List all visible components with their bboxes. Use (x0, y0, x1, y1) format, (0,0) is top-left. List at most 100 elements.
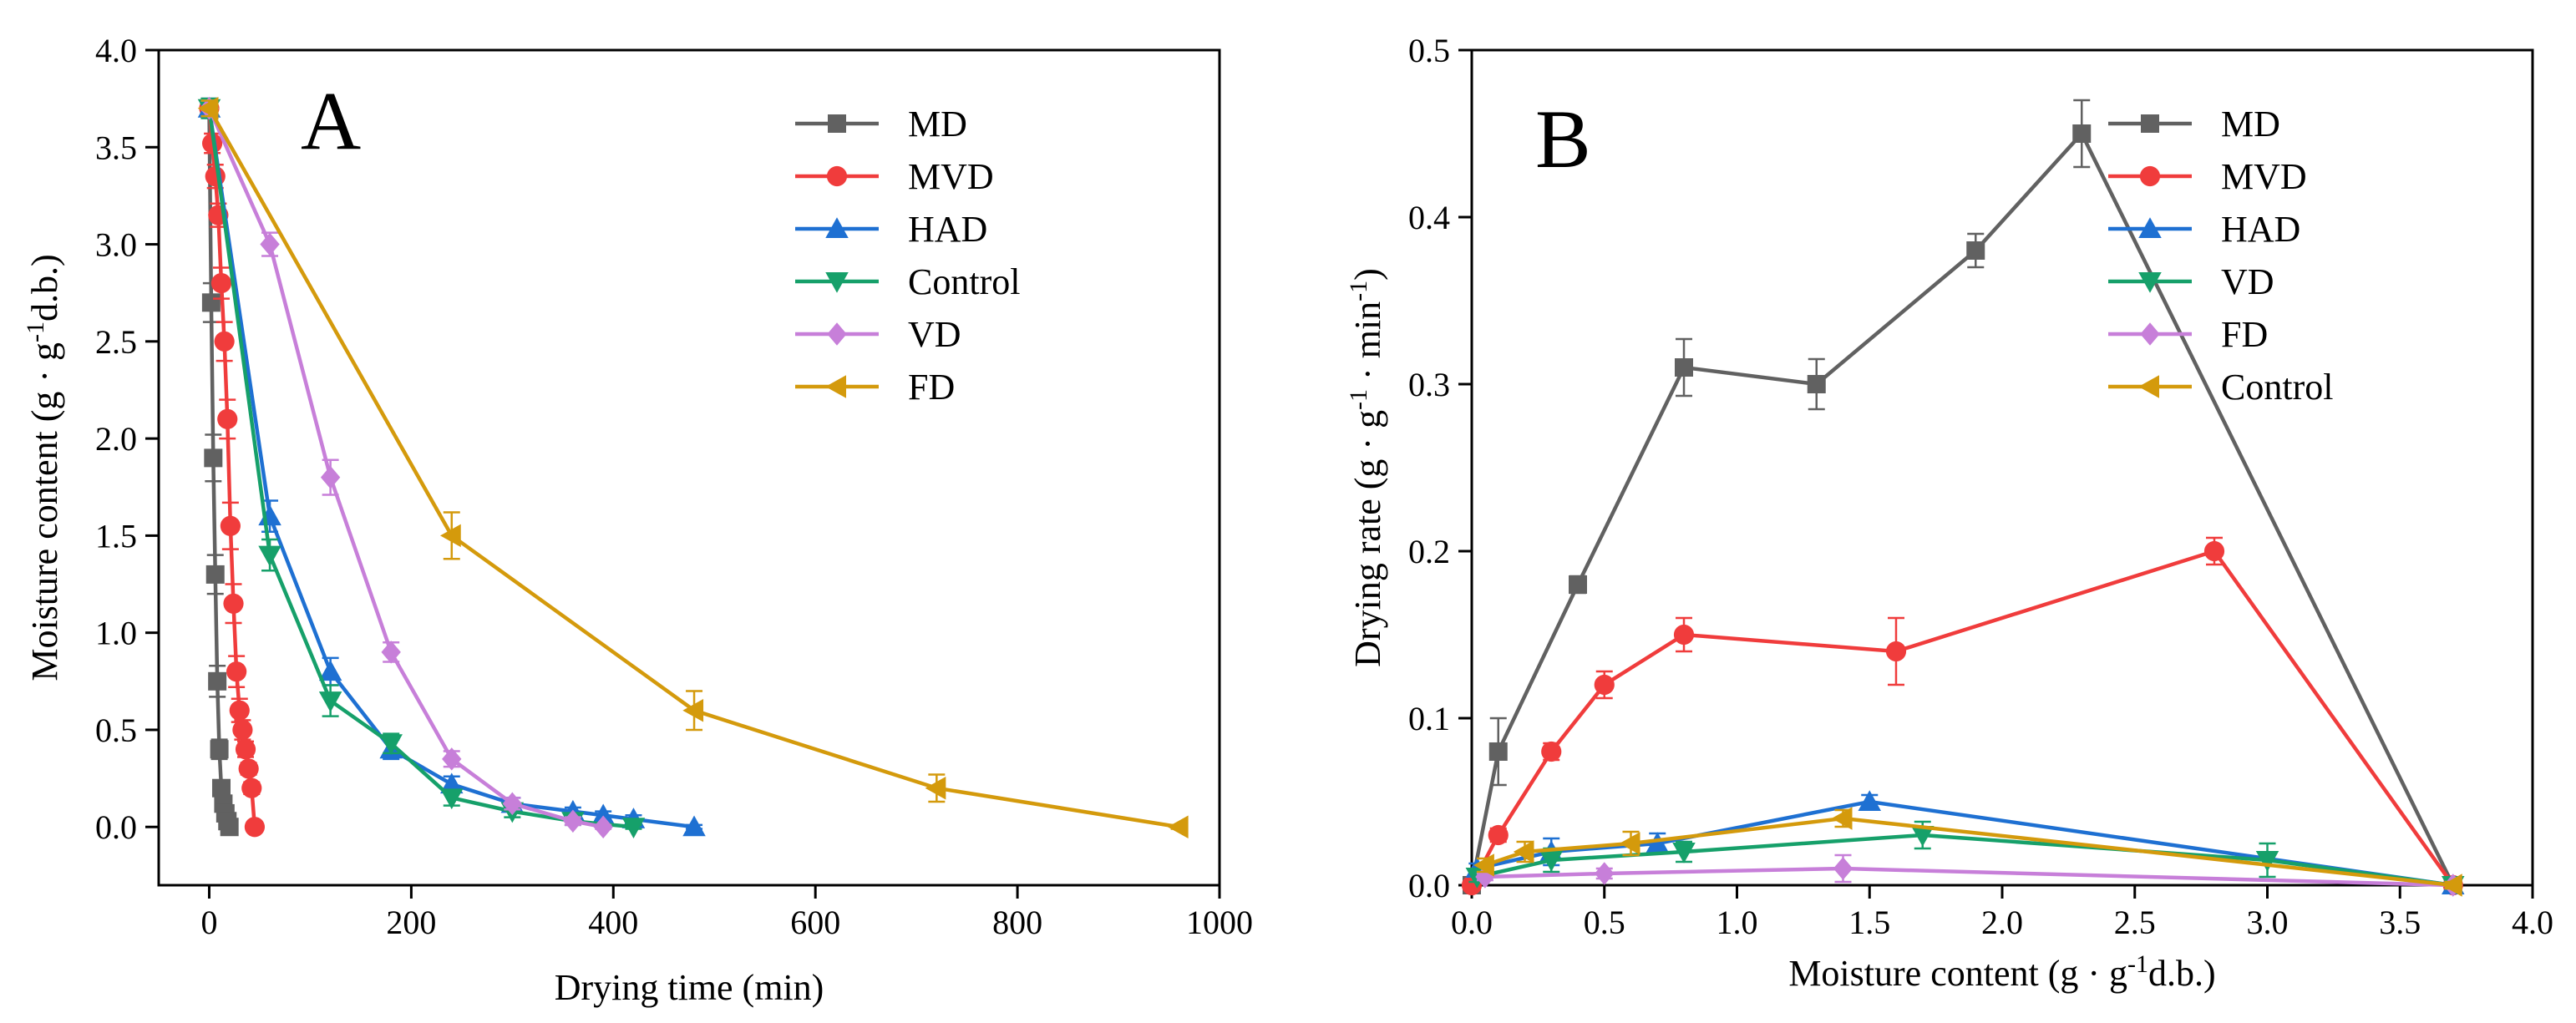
panel-b-series-mvd (1461, 536, 2463, 896)
panel-a-data-point (241, 777, 262, 798)
panel-a-data-point (925, 776, 946, 800)
panel-a-data-point (502, 792, 523, 816)
panel-b-series (1461, 99, 2465, 897)
panel-a-legend-label: Control (908, 261, 1020, 302)
panel-b-data-point (2072, 124, 2092, 143)
panel-a-x-ticks: 0 200 400 600 800 1000 (200, 885, 1253, 941)
panel-b-y-tick-label: 0.2 (1408, 533, 1450, 570)
panel-a-y-tick-label: 3.5 (95, 129, 137, 166)
panel-a-legend-item-mvd: MVD (795, 156, 994, 197)
panel-a-data-point (197, 97, 219, 120)
panel-b-legend-item-fd: FD (2108, 314, 2268, 355)
panel-b-x-tick-label: 4.0 (2512, 904, 2553, 941)
panel-b-data-point (1911, 826, 1935, 847)
panel-b-x-tick-label: 1.5 (1848, 904, 1890, 941)
panel-a-data-point (223, 593, 244, 614)
panel-a-data-point (440, 772, 464, 794)
panel-a-series-fd (197, 97, 1189, 838)
panel-a-y-tick-label: 4.0 (95, 32, 137, 69)
panel-b-y-tick-label: 0.5 (1408, 32, 1450, 69)
panel-b-data-point (1673, 624, 1695, 646)
panel-b-legend-marker (2138, 217, 2162, 238)
panel-a-legend-label: MVD (908, 156, 994, 197)
panel-a-data-point (220, 818, 239, 837)
panel-b-data-point (1672, 843, 1696, 863)
panel-a-y-tick-label: 2.0 (95, 420, 137, 458)
panel-a-data-point (258, 545, 281, 567)
panel-b-data-point (1833, 857, 1853, 880)
panel-a-data-point (591, 803, 615, 825)
panel-a-y-tick-label: 1.5 (95, 517, 137, 555)
panel-a-data-point (682, 698, 704, 722)
panel-b-data-point (1569, 575, 1587, 594)
panel-b-data-point (2442, 874, 2462, 897)
panel-b-legend-item-vd: VD (2108, 261, 2274, 302)
panel-b-letter: B (1535, 93, 1591, 185)
panel-b-series-line-fd (1484, 866, 2453, 888)
panel-a-legend: MD MVD HAD Control VD FD (795, 104, 1020, 408)
panel-b-data-point (1858, 790, 1881, 811)
panel-a-legend-marker (828, 114, 846, 133)
panel-a-data-point (244, 817, 266, 838)
panel-a-data-point (214, 331, 235, 352)
panel-b-frame (1470, 48, 2534, 887)
panel-a-data-point (379, 734, 403, 755)
panel-a-legend-marker (827, 322, 847, 346)
panel-b-y-ticks: 0.0 0.1 0.2 0.3 0.4 0.5 (1408, 32, 1472, 904)
panel-b-data-point (1488, 824, 1509, 846)
panel-a-plot-area (157, 48, 1221, 887)
panel-a-legend-label: VD (908, 314, 961, 355)
panel-b-x-tick-label: 3.0 (2247, 904, 2289, 941)
panel-a-data-point (210, 740, 229, 759)
panel-b-data-point (1488, 742, 1508, 761)
panel-a-data-point (210, 272, 232, 294)
panel-b-legend-label: Control (2221, 367, 2333, 408)
panel-a-data-point (205, 166, 226, 187)
panel-a-x-axis-label: Drying time (min) (555, 967, 824, 1008)
panel-b-series-line-md (1469, 130, 2455, 886)
panel-a-data-point (1167, 815, 1189, 838)
panel-a-data-point (211, 778, 231, 798)
panel-b-legend: MD MVD HAD VD FD Control (2108, 104, 2333, 408)
panel-b-x-tick-label: 3.5 (2379, 904, 2421, 941)
panel-a-legend-label: MD (908, 104, 967, 144)
panel-a-legend-marker (825, 217, 849, 238)
panel-b-data-point (1539, 851, 1563, 872)
panel-a-data-point (381, 641, 401, 664)
panel-b-data-point (1473, 853, 1494, 877)
panel-b-x-tick-label: 2.5 (2114, 904, 2156, 941)
panel-b-x-axis-label-tail: d.b.) (2148, 953, 2216, 994)
panel-b-x-tick-label: 1.0 (1716, 904, 1758, 941)
panel-b-data-point (1594, 674, 1615, 696)
panel-a-data-point (440, 524, 461, 548)
panel-a-x-tick-label: 800 (992, 904, 1042, 941)
panel-a-series-vd (199, 97, 613, 838)
panel-a-y-axis-label-sup: -1 (22, 322, 49, 342)
panel-b-legend-marker (2138, 375, 2159, 398)
panel-a-y-tick-label: 0.0 (95, 808, 137, 846)
panel-a-data-point (563, 809, 583, 833)
panel-b-x-ticks: 0.0 0.5 1.0 1.5 2.0 2.5 3.0 3.5 4.0 (1451, 885, 2553, 941)
panel-b-y-axis-label-sup2: -1 (1345, 281, 1372, 301)
panel-a-data-point (320, 465, 341, 489)
panel-b-legend-item-had: HAD (2108, 209, 2300, 250)
panel-a-data-point (205, 565, 225, 584)
panel-a-data-point (208, 671, 227, 691)
panel-b-legend-marker (2140, 322, 2160, 346)
panel-a-data-point (217, 408, 238, 429)
panel-a-series-had (197, 97, 706, 837)
panel-a-data-point (238, 758, 259, 779)
panel-b-data-point (1513, 840, 1534, 863)
panel-a-y-tick-label: 1.0 (95, 615, 137, 652)
panel-b-y-tick-label: 0.1 (1408, 700, 1450, 737)
panel-a-legend-label: FD (908, 367, 955, 408)
panel-a-legend-item-had: HAD (795, 209, 987, 250)
panel-a-legend-marker (826, 165, 848, 187)
panel-a-legend-item-fd: FD (795, 367, 955, 408)
panel-b-legend-item-mvd: MVD (2108, 156, 2307, 197)
panel-a-data-point (260, 232, 280, 256)
panel-b-x-axis-label: Moisture content (g · g-1d.b.) (1788, 950, 2215, 994)
panel-a-series-line-had (207, 108, 695, 829)
panel-b-y-tick-label: 0.3 (1408, 366, 1450, 403)
